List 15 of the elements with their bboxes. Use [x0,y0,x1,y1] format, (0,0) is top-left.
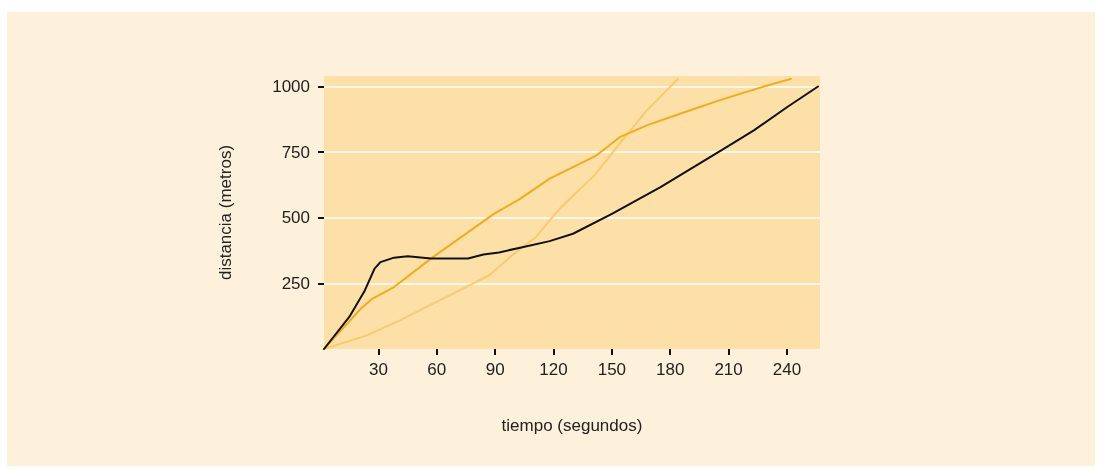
x-axis-title: tiempo (segundos) [501,416,643,435]
x-tick-label: 180 [656,360,685,379]
y-tick-label: 1000 [272,77,310,96]
y-tick-label: 750 [281,142,310,162]
line-series [323,77,680,350]
x-tick-label: 240 [772,360,802,379]
x-tick-label: 120 [539,360,568,379]
y-tick-label: 500 [281,208,310,228]
x-tick-label: 30 [369,360,388,379]
y-tick-label: 250 [281,273,310,293]
x-tick-label: 210 [714,360,743,379]
y-axis-title: distancia (metros) [216,144,235,281]
x-tick-label: 150 [597,360,627,379]
x-tick-label: 60 [427,360,447,379]
x-tick-label: 90 [485,360,505,379]
